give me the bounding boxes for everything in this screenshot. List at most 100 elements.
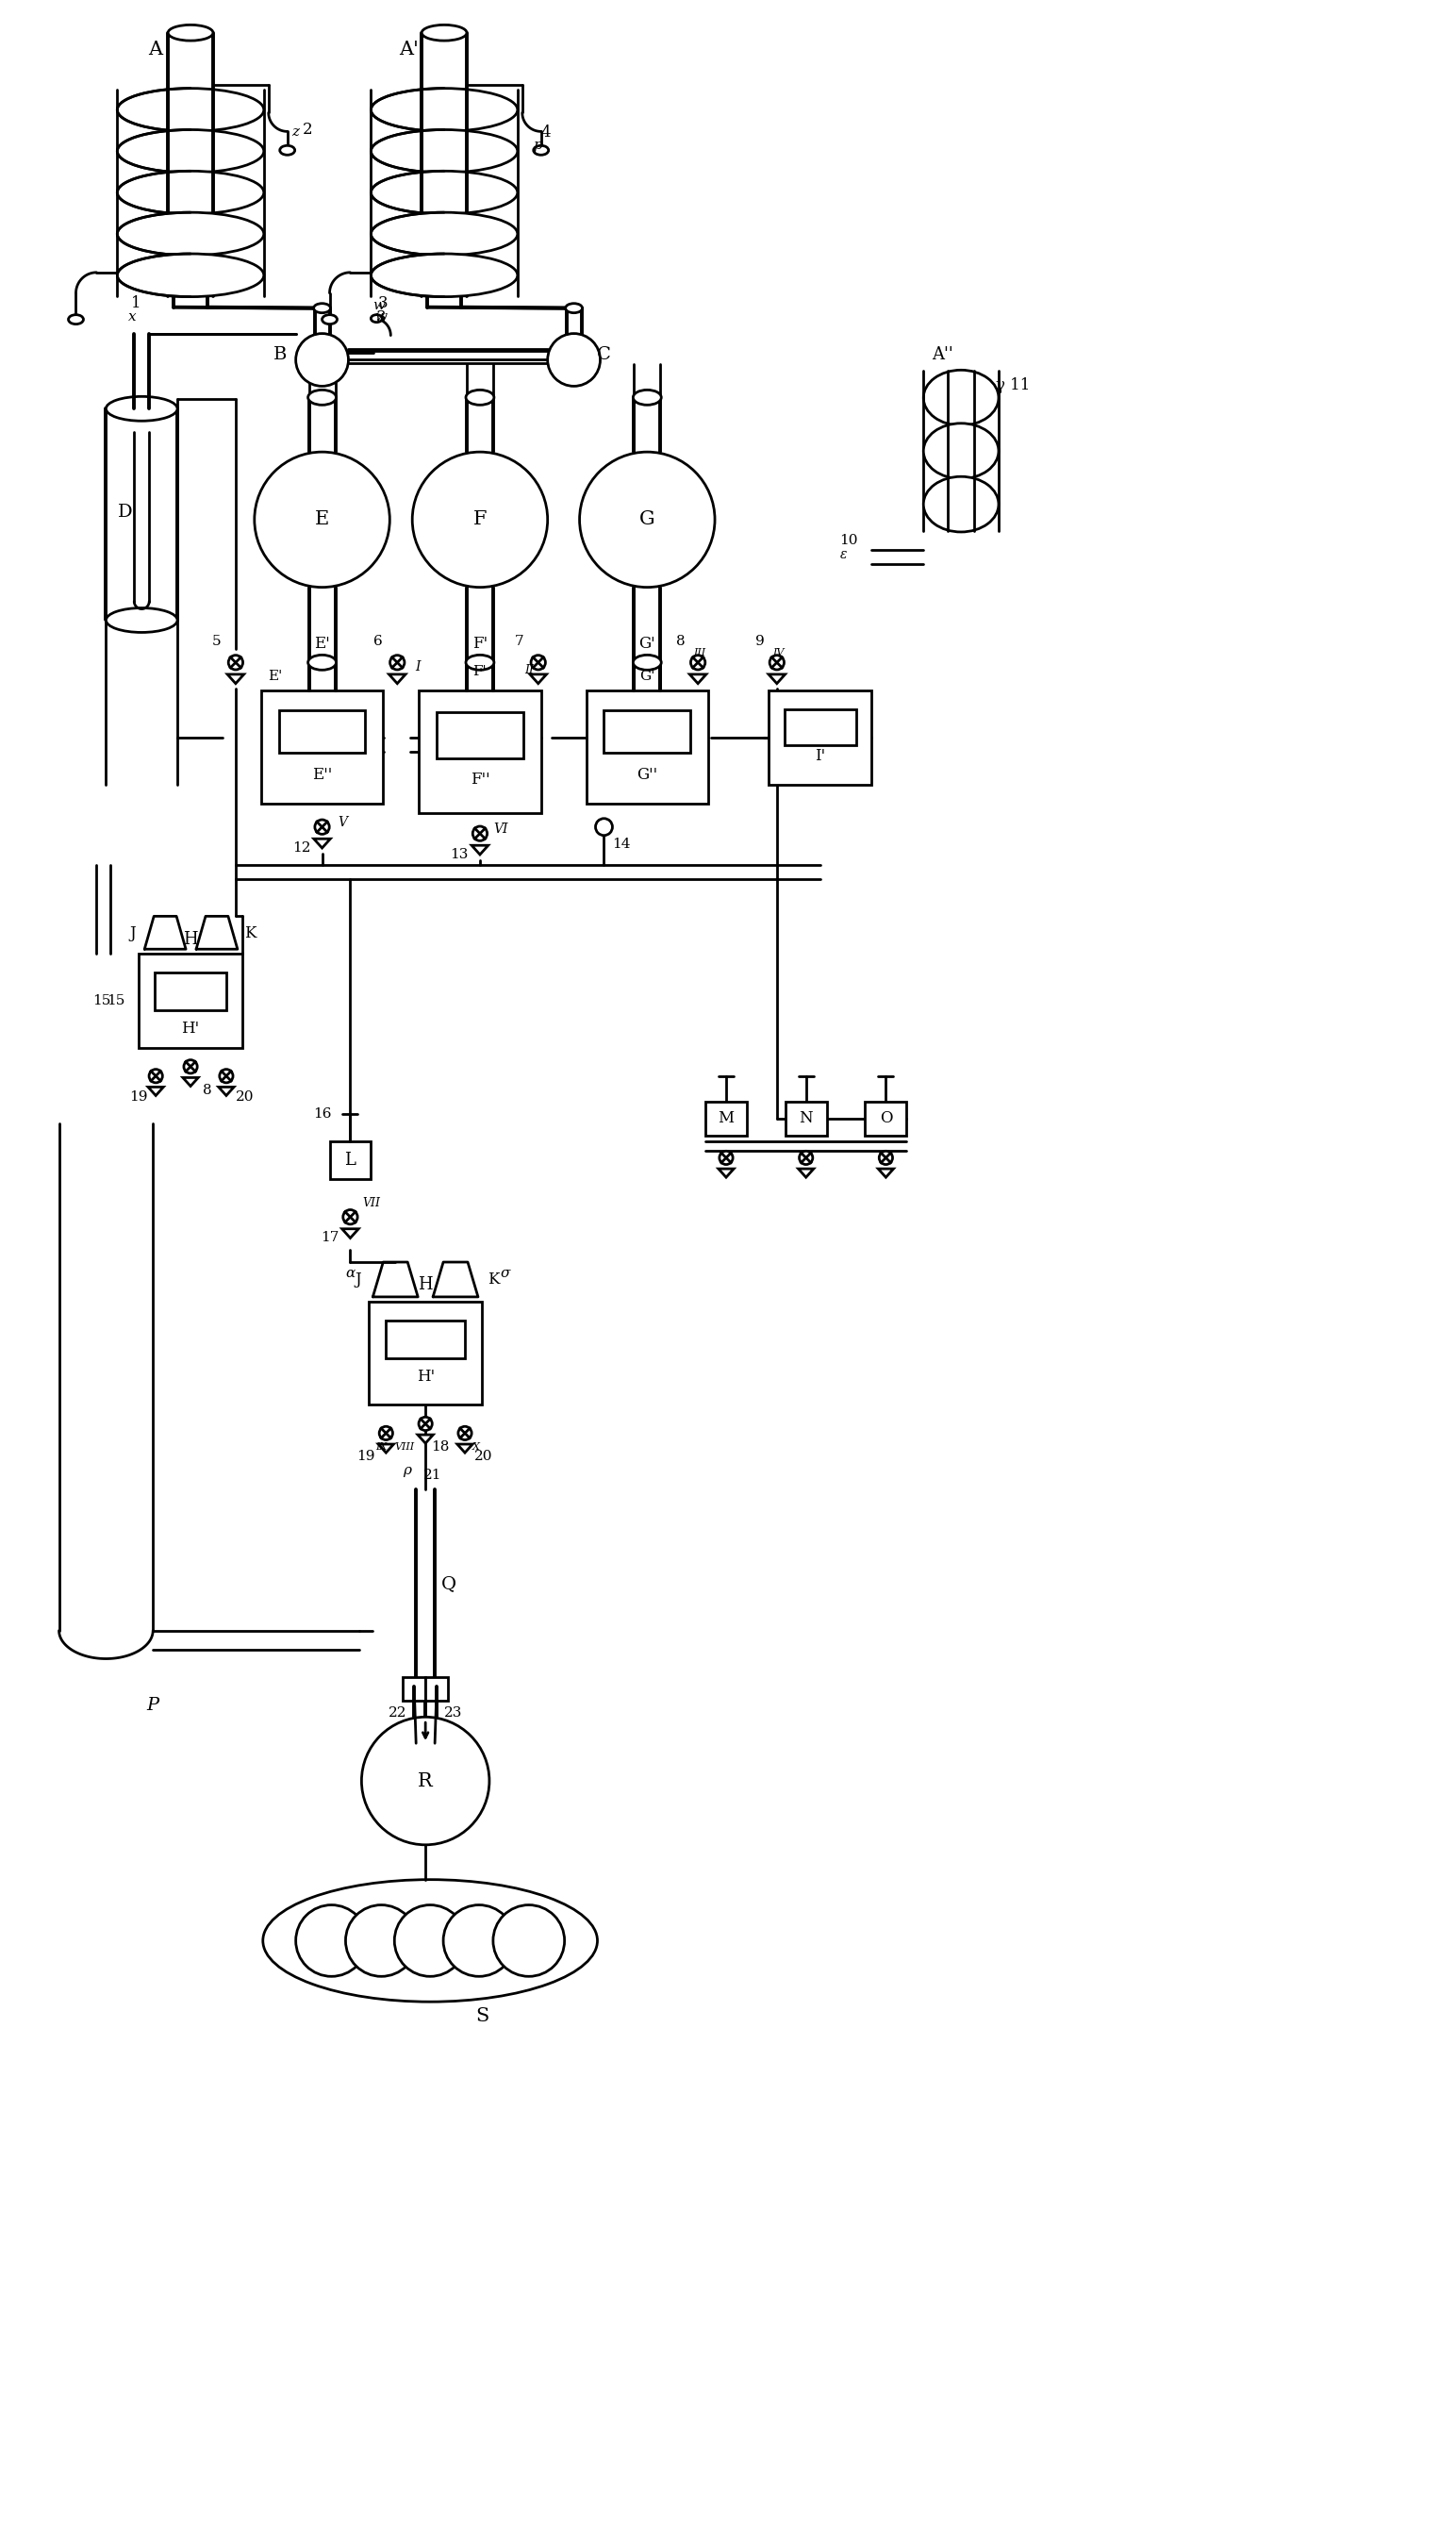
Text: 17: 17 (320, 1231, 339, 1244)
Ellipse shape (923, 422, 999, 478)
Text: VI: VI (494, 821, 508, 837)
Ellipse shape (345, 1905, 416, 1976)
Ellipse shape (118, 89, 264, 132)
Ellipse shape (371, 214, 517, 254)
Ellipse shape (547, 333, 600, 387)
Ellipse shape (379, 1427, 393, 1439)
Text: w: w (374, 310, 386, 323)
Text: D: D (118, 504, 132, 521)
Text: 8: 8 (677, 636, 686, 648)
Text: IV: IV (773, 648, 785, 659)
Text: A: A (147, 41, 162, 58)
Text: H': H' (416, 1368, 434, 1386)
Bar (785, 1101, 827, 1134)
Text: 4: 4 (540, 125, 550, 140)
Polygon shape (457, 1444, 473, 1452)
Text: z: z (293, 125, 300, 140)
Text: F': F' (473, 666, 486, 679)
Ellipse shape (118, 170, 264, 214)
Text: G': G' (639, 669, 655, 684)
Ellipse shape (494, 1905, 565, 1976)
Ellipse shape (531, 656, 546, 669)
Text: Q: Q (441, 1574, 457, 1592)
Bar (261, 692, 383, 804)
Text: R: R (418, 1772, 432, 1790)
Text: B: B (274, 346, 287, 364)
Ellipse shape (118, 254, 264, 298)
Ellipse shape (719, 1152, 732, 1165)
Text: E: E (314, 511, 329, 529)
Ellipse shape (533, 145, 549, 155)
Text: 23: 23 (444, 1706, 463, 1719)
Text: O: O (879, 1111, 893, 1127)
Ellipse shape (633, 389, 661, 404)
Text: 19: 19 (357, 1450, 374, 1462)
Ellipse shape (879, 1152, 893, 1165)
Ellipse shape (149, 1068, 163, 1083)
Text: 3: 3 (376, 310, 386, 326)
Text: J: J (355, 1272, 361, 1287)
Text: 20: 20 (475, 1450, 494, 1462)
Ellipse shape (799, 1152, 812, 1165)
Text: γ 11: γ 11 (996, 376, 1029, 394)
Text: G': G' (639, 636, 655, 651)
Text: III: III (693, 648, 706, 659)
Ellipse shape (565, 303, 582, 313)
Ellipse shape (309, 389, 336, 404)
Ellipse shape (361, 1717, 489, 1844)
Text: II: II (524, 664, 533, 676)
Text: H: H (183, 931, 198, 949)
Polygon shape (218, 1086, 234, 1096)
Text: w: w (373, 298, 384, 313)
Bar (706, 1101, 747, 1134)
Ellipse shape (412, 453, 547, 587)
Bar (437, 712, 523, 758)
Text: ε: ε (840, 547, 847, 562)
Bar (138, 954, 242, 1048)
Text: 6: 6 (374, 636, 383, 648)
Text: ρ: ρ (402, 1465, 411, 1477)
Text: E'': E'' (312, 768, 332, 783)
Text: E': E' (314, 636, 331, 651)
Text: G: G (639, 511, 655, 529)
Text: L: L (345, 1152, 355, 1170)
Text: 14: 14 (612, 837, 630, 849)
Bar (403, 1678, 425, 1701)
Bar (604, 709, 690, 753)
Text: VII: VII (363, 1198, 380, 1208)
Bar (425, 1678, 448, 1701)
Ellipse shape (183, 1060, 197, 1073)
Ellipse shape (371, 89, 517, 132)
Text: K: K (488, 1272, 499, 1287)
Text: 2: 2 (303, 122, 313, 137)
Ellipse shape (106, 397, 178, 422)
Polygon shape (718, 1170, 734, 1177)
Text: I: I (415, 661, 421, 674)
Text: H: H (418, 1277, 432, 1294)
Text: 18: 18 (431, 1442, 450, 1455)
Polygon shape (472, 844, 488, 854)
Text: F': F' (472, 636, 488, 651)
Text: K: K (243, 926, 256, 941)
Text: C: C (597, 346, 612, 364)
Text: α: α (345, 1266, 355, 1279)
Text: IX: IX (376, 1442, 387, 1452)
Ellipse shape (422, 25, 467, 41)
Ellipse shape (371, 254, 517, 298)
Polygon shape (769, 674, 785, 684)
Ellipse shape (419, 1416, 432, 1432)
Text: 12: 12 (293, 842, 310, 854)
Polygon shape (530, 674, 546, 684)
Ellipse shape (371, 315, 383, 323)
Ellipse shape (390, 656, 405, 669)
Bar (386, 1320, 464, 1358)
Text: 8: 8 (202, 1083, 213, 1096)
Text: X: X (472, 1442, 480, 1452)
Polygon shape (798, 1170, 814, 1177)
Ellipse shape (344, 1210, 358, 1223)
Polygon shape (379, 1444, 393, 1452)
Ellipse shape (167, 25, 213, 41)
Ellipse shape (229, 656, 243, 669)
Text: x: x (128, 310, 137, 323)
Bar (280, 709, 365, 753)
